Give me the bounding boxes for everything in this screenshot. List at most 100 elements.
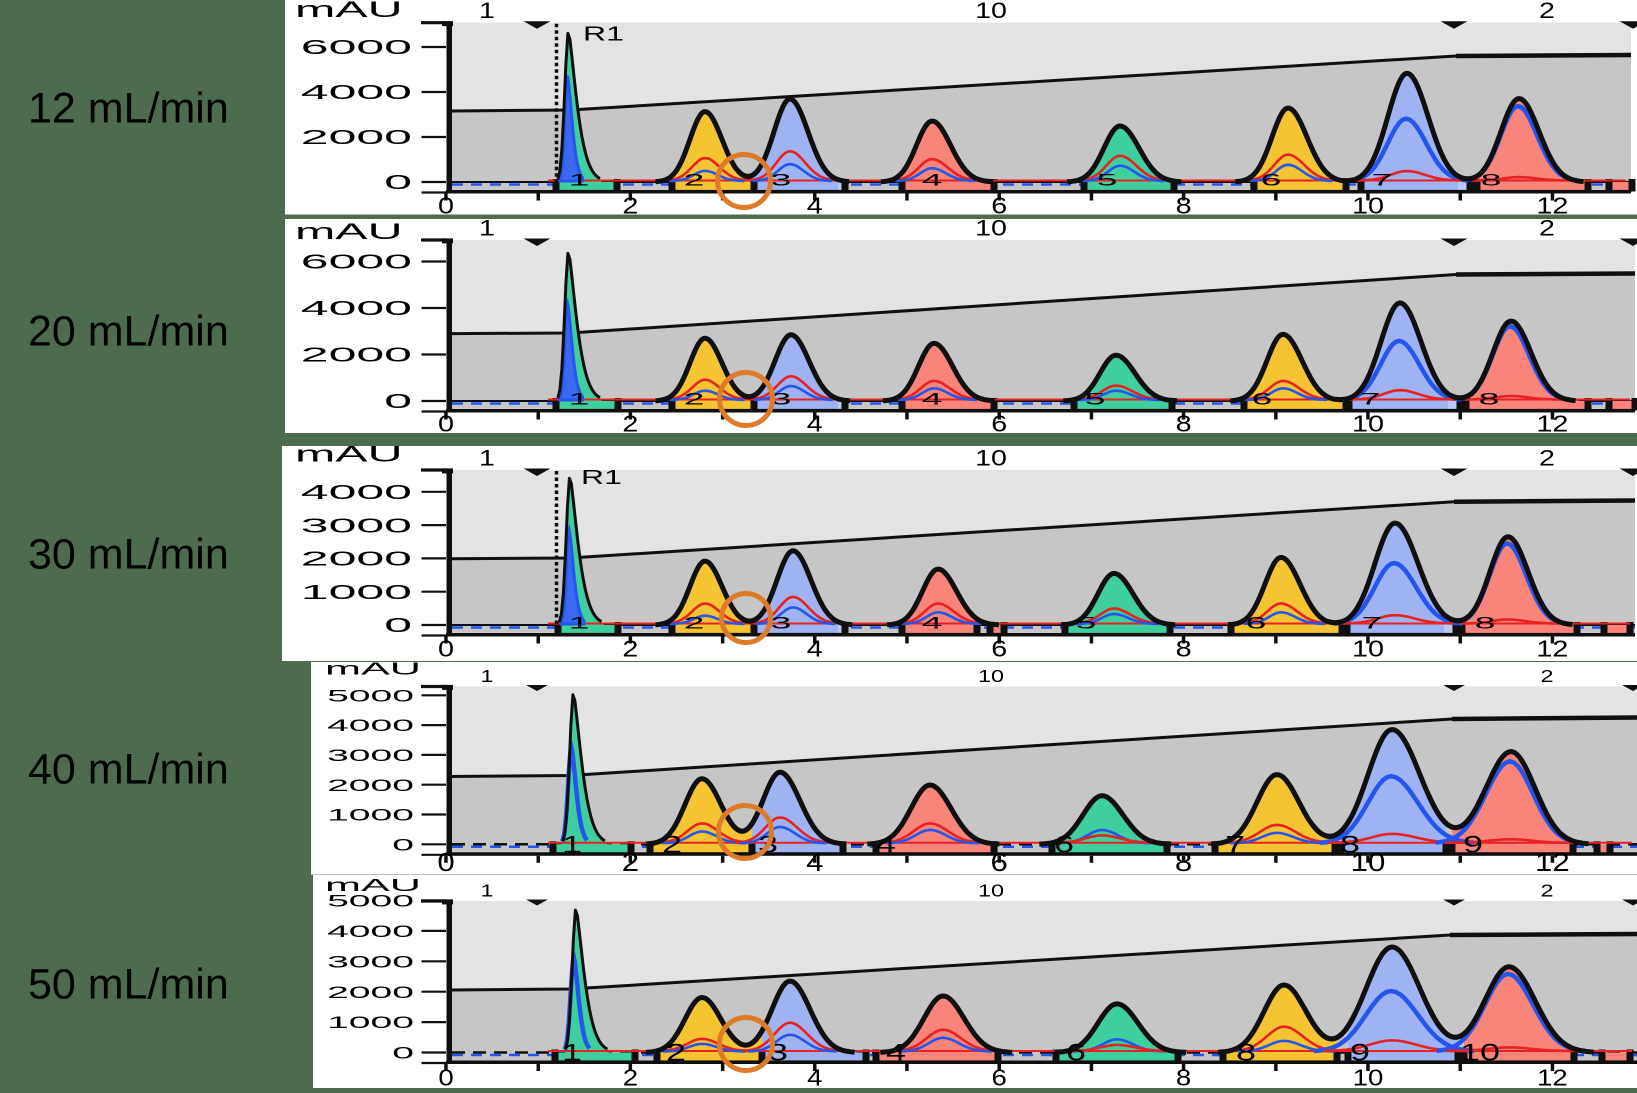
svg-text:4: 4 bbox=[806, 848, 823, 877]
svg-text:1: 1 bbox=[480, 881, 493, 901]
svg-text:12: 12 bbox=[1536, 192, 1568, 219]
svg-text:8: 8 bbox=[1176, 410, 1192, 437]
svg-text:10: 10 bbox=[1352, 192, 1384, 219]
svg-text:10: 10 bbox=[978, 666, 1004, 686]
svg-text:4: 4 bbox=[807, 410, 823, 437]
svg-text:6: 6 bbox=[991, 635, 1007, 662]
svg-text:50 mL/min: 50 mL/min bbox=[28, 961, 229, 1009]
svg-text:0: 0 bbox=[384, 615, 412, 637]
svg-text:4: 4 bbox=[807, 1066, 822, 1088]
svg-text:7: 7 bbox=[1362, 614, 1383, 633]
svg-text:1000: 1000 bbox=[327, 1014, 414, 1033]
svg-text:2000: 2000 bbox=[301, 548, 412, 570]
svg-text:3: 3 bbox=[771, 171, 792, 190]
svg-text:6000: 6000 bbox=[301, 251, 412, 273]
svg-text:10: 10 bbox=[975, 216, 1007, 240]
svg-text:2000: 2000 bbox=[327, 983, 414, 1002]
svg-text:6: 6 bbox=[991, 848, 1008, 877]
svg-text:8: 8 bbox=[1176, 1066, 1191, 1088]
svg-text:3: 3 bbox=[771, 614, 792, 633]
svg-text:6: 6 bbox=[1246, 614, 1267, 633]
svg-text:0: 0 bbox=[384, 391, 412, 413]
svg-text:4000: 4000 bbox=[327, 717, 414, 736]
svg-text:10: 10 bbox=[1352, 410, 1384, 437]
svg-text:2: 2 bbox=[622, 410, 638, 437]
svg-text:mAU: mAU bbox=[325, 659, 421, 679]
svg-text:4: 4 bbox=[807, 192, 823, 219]
svg-text:20 mL/min: 20 mL/min bbox=[28, 308, 229, 356]
svg-text:40 mL/min: 40 mL/min bbox=[28, 746, 229, 794]
svg-text:6000: 6000 bbox=[301, 37, 412, 59]
svg-text:2: 2 bbox=[684, 390, 705, 409]
svg-text:4: 4 bbox=[922, 614, 943, 633]
svg-text:4000: 4000 bbox=[327, 922, 414, 941]
svg-text:2: 2 bbox=[622, 848, 639, 877]
svg-text:2: 2 bbox=[1540, 881, 1553, 901]
svg-text:0: 0 bbox=[392, 836, 414, 855]
svg-text:mAU: mAU bbox=[295, 219, 403, 244]
svg-text:2: 2 bbox=[684, 171, 705, 190]
svg-text:10: 10 bbox=[975, 446, 1007, 470]
svg-text:10: 10 bbox=[1351, 848, 1386, 877]
svg-text:2000: 2000 bbox=[301, 344, 412, 366]
svg-text:1: 1 bbox=[569, 171, 590, 190]
svg-text:5: 5 bbox=[1085, 390, 1106, 409]
svg-text:0: 0 bbox=[438, 635, 454, 662]
svg-text:8: 8 bbox=[1479, 390, 1500, 409]
svg-text:3000: 3000 bbox=[301, 515, 412, 537]
svg-text:6: 6 bbox=[991, 410, 1007, 437]
svg-text:8: 8 bbox=[1475, 614, 1496, 633]
svg-text:1: 1 bbox=[479, 216, 495, 240]
svg-text:6: 6 bbox=[992, 1066, 1007, 1088]
svg-text:1: 1 bbox=[569, 390, 590, 409]
svg-text:8: 8 bbox=[1175, 848, 1192, 877]
svg-text:1: 1 bbox=[569, 614, 590, 633]
svg-text:2: 2 bbox=[623, 1066, 638, 1088]
svg-text:2: 2 bbox=[622, 635, 638, 662]
svg-text:2: 2 bbox=[684, 614, 705, 633]
svg-text:7: 7 bbox=[1372, 171, 1393, 190]
svg-text:12: 12 bbox=[1536, 410, 1568, 437]
svg-text:8: 8 bbox=[1176, 192, 1192, 219]
svg-text:30 mL/min: 30 mL/min bbox=[28, 531, 229, 579]
svg-text:6: 6 bbox=[1261, 171, 1282, 190]
svg-text:10: 10 bbox=[975, 0, 1007, 23]
svg-text:12: 12 bbox=[1536, 635, 1568, 662]
svg-text:R1: R1 bbox=[581, 466, 622, 488]
svg-text:8: 8 bbox=[1481, 171, 1502, 190]
svg-text:10: 10 bbox=[978, 881, 1004, 901]
svg-text:0: 0 bbox=[384, 172, 412, 194]
svg-text:mAU: mAU bbox=[325, 875, 421, 895]
svg-text:1: 1 bbox=[479, 446, 495, 470]
svg-text:mAU: mAU bbox=[295, 0, 403, 22]
svg-text:7: 7 bbox=[1360, 390, 1381, 409]
svg-text:R1: R1 bbox=[583, 23, 624, 45]
svg-text:1000: 1000 bbox=[327, 806, 414, 825]
svg-text:0: 0 bbox=[392, 1044, 414, 1063]
svg-text:12 mL/min: 12 mL/min bbox=[28, 85, 229, 133]
svg-text:6: 6 bbox=[1252, 390, 1273, 409]
svg-text:10: 10 bbox=[1352, 635, 1384, 662]
svg-text:2: 2 bbox=[622, 192, 638, 219]
svg-text:0: 0 bbox=[438, 410, 454, 437]
svg-text:5000: 5000 bbox=[327, 687, 414, 706]
svg-text:4000: 4000 bbox=[301, 298, 412, 320]
svg-text:4: 4 bbox=[807, 635, 823, 662]
svg-text:1: 1 bbox=[479, 0, 495, 23]
svg-text:0: 0 bbox=[438, 192, 454, 219]
svg-text:0: 0 bbox=[438, 1066, 453, 1088]
svg-text:2000: 2000 bbox=[301, 127, 412, 149]
svg-text:3000: 3000 bbox=[327, 953, 414, 972]
svg-text:4000: 4000 bbox=[301, 482, 412, 504]
svg-text:2: 2 bbox=[1539, 446, 1555, 470]
svg-text:0: 0 bbox=[437, 848, 454, 877]
svg-text:2000: 2000 bbox=[327, 776, 414, 795]
svg-text:8: 8 bbox=[1176, 635, 1192, 662]
svg-text:2: 2 bbox=[1539, 216, 1555, 240]
svg-text:5: 5 bbox=[1097, 171, 1118, 190]
svg-text:2: 2 bbox=[1540, 666, 1553, 686]
svg-text:3000: 3000 bbox=[327, 746, 414, 765]
svg-text:4: 4 bbox=[922, 390, 943, 409]
svg-text:4000: 4000 bbox=[301, 82, 412, 104]
svg-text:10: 10 bbox=[1353, 1066, 1384, 1088]
